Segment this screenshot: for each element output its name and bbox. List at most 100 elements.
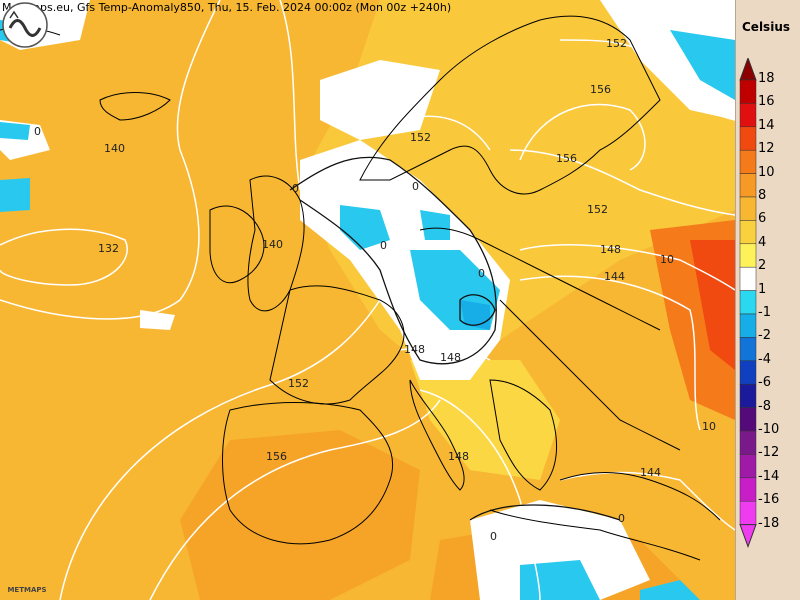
zero-isolines <box>289 156 621 521</box>
legend-swatch <box>739 79 757 104</box>
coast-turkey <box>559 472 721 521</box>
isoline-144-east <box>519 275 701 431</box>
legend-colorbar <box>739 58 757 548</box>
contour-label-156-finland: 156 <box>556 152 577 165</box>
anomaly-field-cold-denmark <box>420 210 450 240</box>
isoline-140 <box>0 0 221 320</box>
legend-unit: Celsius <box>742 20 790 34</box>
legend-tick-label: -12 <box>758 445 780 461</box>
coast-italy <box>409 379 465 491</box>
legend-arrow-top <box>739 58 757 81</box>
legend-tick-label: 12 <box>758 141 775 157</box>
isoline-152-baltic <box>509 149 735 216</box>
coast-ireland <box>209 205 265 284</box>
anomaly-field-cold-west <box>0 122 30 140</box>
legend-tick-label: 16 <box>758 94 775 110</box>
legend-swatch <box>739 500 757 525</box>
legend-tick-label: 6 <box>758 211 767 227</box>
legend-tick-label: -10 <box>758 422 780 437</box>
isoline-152-north <box>559 39 735 121</box>
contour-label-148-alps-east: 148 <box>440 351 461 364</box>
zero-contour-central <box>289 156 497 365</box>
border-east <box>499 299 681 451</box>
legend-tick-label: -6 <box>758 375 771 391</box>
legend-tick-label: 18 <box>758 71 775 86</box>
map-canvas: 132 140 152 156 152 156 152 148 144 140 … <box>0 0 735 600</box>
legend-swatch <box>739 103 757 128</box>
geopotential-isolines <box>0 0 735 600</box>
isoline-144-south <box>559 471 735 531</box>
isoline-148-east <box>519 244 735 291</box>
isoline-132 <box>0 228 128 286</box>
contour-labels: 132 140 152 156 152 156 152 148 144 140 … <box>34 37 716 543</box>
legend-swatch <box>739 196 757 221</box>
metmaps-logo <box>2 2 48 48</box>
anomaly-field-cold-atlantic <box>0 178 30 212</box>
isoline-152-west <box>59 299 381 600</box>
contour-label-140-britain: 140 <box>262 238 283 251</box>
legend-tick-label: -2 <box>758 328 771 344</box>
legend-swatch <box>739 454 757 479</box>
legend-swatch <box>739 430 757 455</box>
border-central <box>419 227 661 331</box>
contour-label-132: 132 <box>98 242 119 255</box>
contour-label-10-south: 10 <box>702 420 716 433</box>
zero-contour-libya <box>469 504 621 521</box>
isoline-152-norway <box>399 115 491 151</box>
contour-label-140: 140 <box>104 142 125 155</box>
legend-swatch <box>739 266 757 291</box>
legend-tick-label: 2 <box>758 258 767 274</box>
legend-swatch <box>739 360 757 385</box>
legend-swatch <box>739 477 757 502</box>
legend-swatch <box>739 407 757 432</box>
legend-swatch <box>739 220 757 245</box>
contour-label-144-east: 144 <box>604 270 625 283</box>
contour-label-0-egypt: 0 <box>618 512 625 525</box>
coast-scandinavia <box>359 15 661 195</box>
contour-label-10-east: 10 <box>660 253 674 266</box>
legend-tick-label: -14 <box>758 468 780 484</box>
isoline-148-italy <box>419 389 541 600</box>
contour-label-0-central: 0 <box>380 239 387 252</box>
coast-balkans <box>489 379 558 491</box>
anomaly-field-neutral-libya <box>470 500 650 600</box>
legend-tick-label: 14 <box>758 117 775 133</box>
legend-tick-label: 4 <box>758 234 767 250</box>
legend-swatch <box>739 313 757 338</box>
legend-tick-label: -4 <box>758 351 771 367</box>
legend-swatch <box>739 173 757 198</box>
isoline-148-alps <box>399 347 491 361</box>
contour-label-152-bay: 152 <box>288 377 309 390</box>
map-title: Metmaps.eu, Gfs Temp-Anomaly850, Thu, 15… <box>2 1 452 14</box>
color-legend: Celsius 18 16 14 12 10 8 6 4 2 1 -1 -2 -4 -6 -8 -10 -12 -… <box>735 0 800 600</box>
contour-label-0-libya: 0 <box>490 530 497 543</box>
anomaly-field-neutral-norway <box>320 60 440 140</box>
isoline-156-west <box>149 399 441 600</box>
contour-label-0-denmark: 0 <box>412 180 419 193</box>
contour-label-156-iberia: 156 <box>266 450 287 463</box>
legend-tick-label: -16 <box>758 492 780 508</box>
metmaps-logo-text: METMAPS <box>7 586 47 594</box>
contour-label-148-alps-west: 148 <box>404 343 425 356</box>
isoline-156-finland <box>519 103 646 171</box>
isoline-north-atlantic <box>279 0 301 191</box>
legend-swatch <box>739 126 757 151</box>
legend-arrow-bottom <box>739 524 757 548</box>
contour-label-152-norway: 152 <box>410 131 431 144</box>
anomaly-field-neutral-russia <box>600 0 735 120</box>
coast-iceland <box>99 92 171 121</box>
legend-tick-label: -1 <box>758 305 771 320</box>
contour-label-0-northsea: 0 <box>292 182 299 195</box>
legend-swatch <box>739 290 757 315</box>
legend-tick-label: 10 <box>758 164 775 180</box>
contour-label-148-italy: 148 <box>448 450 469 463</box>
anomaly-field-cold-egypt <box>640 580 700 600</box>
legend-swatch <box>739 383 757 408</box>
legend-swatch <box>739 149 757 174</box>
legend-tick-label: 1 <box>758 281 767 297</box>
contour-label-144-south: 144 <box>640 466 661 479</box>
contour-label-0-poland: 0 <box>478 267 485 280</box>
anomaly-map[interactable]: 132 140 152 156 152 156 152 148 144 140 … <box>0 0 735 600</box>
legend-swatch <box>739 337 757 362</box>
contour-label-152-baltic: 152 <box>587 203 608 216</box>
